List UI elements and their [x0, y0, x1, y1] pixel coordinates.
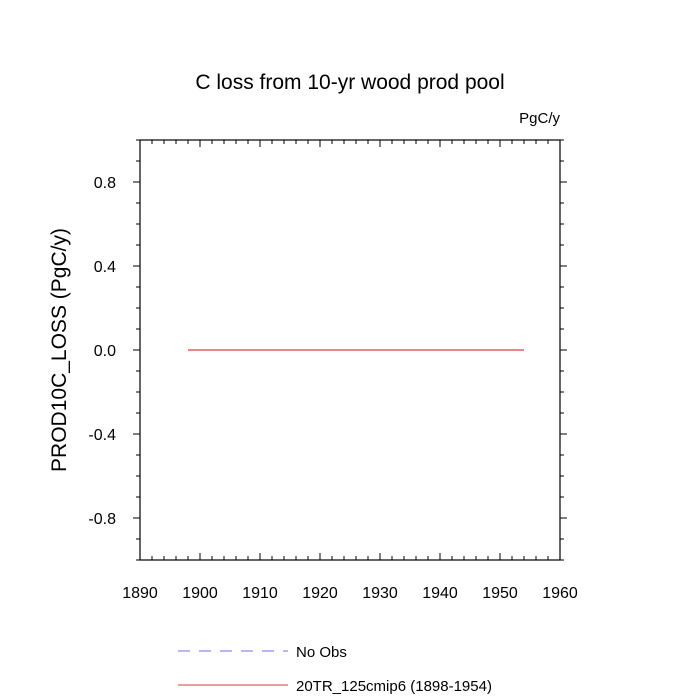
axis-ticks: [133, 139, 567, 561]
x-tick-label: 1940: [422, 585, 458, 602]
y-tick-label: 0.0: [94, 343, 116, 360]
y-tick-label: -0.4: [88, 427, 116, 444]
y-tick-label: 0.8: [94, 175, 116, 192]
x-tick-label: 1890: [122, 585, 158, 602]
x-tick-label: 1920: [302, 585, 338, 602]
units-label: PgC/y: [519, 110, 560, 127]
y-axis-label: PROD10C_LOSS (PgC/y): [48, 228, 71, 472]
y-tick-label: 0.4: [94, 259, 116, 276]
chart-title: C loss from 10-yr wood prod pool: [195, 71, 504, 94]
x-tick-label: 1930: [362, 585, 398, 602]
y-tick-labels: 0.8 0.4 0.0 -0.4 -0.8: [88, 175, 116, 528]
x-tick-label: 1960: [542, 585, 578, 602]
x-tick-label: 1910: [242, 585, 278, 602]
x-tick-labels: 1890 1900 1910 1920 1930 1940 1950 1960: [122, 585, 578, 602]
legend-label: No Obs: [296, 644, 347, 661]
x-tick-label: 1900: [182, 585, 218, 602]
legend-label: 20TR_125cmip6 (1898-1954): [296, 678, 492, 695]
x-tick-label: 1950: [482, 585, 518, 602]
y-tick-label: -0.8: [88, 511, 116, 528]
legend: No Obs 20TR_125cmip6 (1898-1954): [178, 644, 492, 695]
